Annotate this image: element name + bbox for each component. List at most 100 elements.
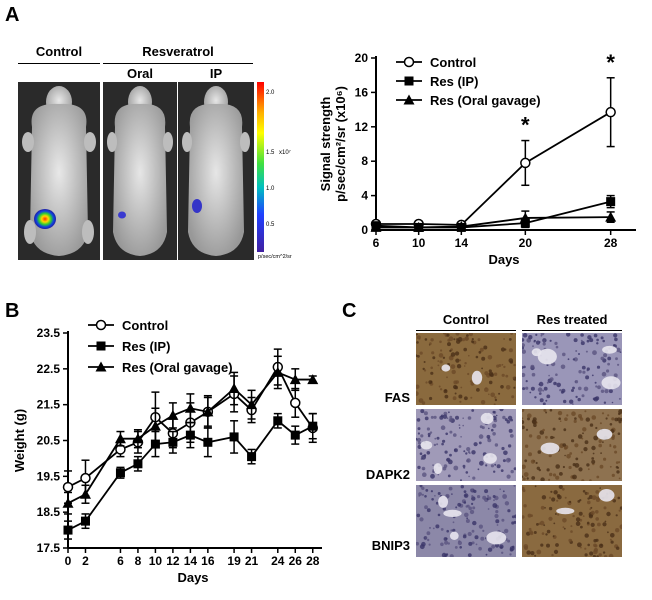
cell-nucleus bbox=[618, 397, 621, 400]
cell-nucleus bbox=[420, 409, 425, 414]
cell-nucleus bbox=[429, 342, 432, 345]
cell-nucleus bbox=[613, 445, 617, 449]
cell-nucleus bbox=[593, 333, 598, 338]
cell-nucleus bbox=[618, 477, 621, 480]
cell-nucleus bbox=[595, 498, 600, 502]
cell-nucleus bbox=[600, 389, 605, 393]
cell-nucleus bbox=[417, 465, 421, 470]
cell-nucleus bbox=[418, 492, 422, 496]
tissue-space bbox=[601, 376, 621, 390]
cell-nucleus bbox=[510, 333, 513, 335]
cell-nucleus bbox=[614, 417, 619, 422]
data-point bbox=[168, 437, 178, 447]
cell-nucleus bbox=[617, 363, 620, 366]
x-tick-label: 24 bbox=[271, 554, 285, 568]
cell-nucleus bbox=[551, 497, 556, 502]
cell-nucleus bbox=[578, 386, 582, 391]
cell-nucleus bbox=[460, 386, 463, 389]
cell-nucleus bbox=[593, 539, 597, 543]
ihc-row-label: DAPK2 bbox=[365, 467, 410, 482]
cell-nucleus bbox=[595, 426, 598, 430]
cell-nucleus bbox=[582, 432, 584, 435]
cell-nucleus bbox=[499, 488, 501, 490]
cell-nucleus bbox=[450, 352, 456, 357]
cell-nucleus bbox=[417, 427, 421, 431]
cell-nucleus bbox=[564, 496, 567, 499]
cell-nucleus bbox=[464, 396, 468, 401]
cell-nucleus bbox=[578, 370, 582, 374]
cell-nucleus bbox=[503, 450, 508, 456]
cell-nucleus bbox=[533, 531, 537, 534]
cell-nucleus bbox=[508, 419, 511, 422]
cell-nucleus bbox=[529, 391, 532, 394]
cell-nucleus bbox=[422, 468, 425, 471]
data-point bbox=[519, 212, 531, 223]
cell-nucleus bbox=[462, 424, 464, 427]
cell-nucleus bbox=[581, 394, 585, 398]
cell-nucleus bbox=[525, 428, 529, 431]
cell-nucleus bbox=[475, 355, 479, 359]
cell-nucleus bbox=[616, 546, 620, 550]
cell-nucleus bbox=[584, 547, 587, 550]
cell-nucleus bbox=[416, 437, 418, 441]
data-point bbox=[290, 397, 301, 409]
weight-chart: 17.518.519.520.521.522.523.50 2 6 8 10 12 14 16… bbox=[12, 318, 322, 585]
data-point bbox=[95, 361, 107, 372]
cell-nucleus bbox=[447, 474, 451, 478]
cell-nucleus bbox=[602, 522, 607, 527]
cell-nucleus bbox=[472, 506, 476, 510]
data-point bbox=[606, 197, 616, 207]
cell-nucleus bbox=[581, 479, 585, 481]
y-axis-title: Weight (g) bbox=[12, 409, 27, 472]
cell-nucleus bbox=[582, 490, 586, 493]
cell-nucleus bbox=[456, 364, 462, 369]
cell-nucleus bbox=[573, 338, 578, 343]
cell-nucleus bbox=[491, 428, 494, 432]
cell-nucleus bbox=[538, 468, 541, 472]
cell-nucleus bbox=[527, 513, 532, 518]
cell-nucleus bbox=[463, 450, 466, 453]
cell-nucleus bbox=[446, 457, 451, 462]
cell-nucleus bbox=[522, 417, 524, 420]
cell-nucleus bbox=[580, 525, 583, 529]
legend-label: Res (IP) bbox=[430, 74, 478, 89]
cell-nucleus bbox=[571, 411, 576, 416]
cell-nucleus bbox=[463, 501, 467, 504]
cell-nucleus bbox=[591, 528, 596, 533]
data-point bbox=[80, 472, 91, 484]
tissue-space bbox=[596, 428, 613, 440]
cell-nucleus bbox=[438, 385, 441, 388]
cell-nucleus bbox=[490, 464, 494, 468]
cell-nucleus bbox=[507, 539, 511, 543]
cell-nucleus bbox=[604, 389, 609, 394]
cell-nucleus bbox=[525, 380, 528, 383]
cell-nucleus bbox=[554, 341, 558, 345]
cell-nucleus bbox=[522, 372, 526, 378]
cell-nucleus bbox=[602, 441, 604, 443]
cell-nucleus bbox=[487, 355, 493, 360]
cell-nucleus bbox=[430, 473, 435, 479]
cell-nucleus bbox=[492, 495, 496, 498]
cell-nucleus bbox=[477, 338, 481, 342]
cell-nucleus bbox=[596, 365, 601, 369]
cell-nucleus bbox=[575, 350, 578, 352]
cell-nucleus bbox=[545, 533, 548, 536]
cell-nucleus bbox=[605, 417, 608, 420]
cell-nucleus bbox=[514, 514, 516, 519]
cell-nucleus bbox=[444, 540, 449, 545]
cell-nucleus bbox=[571, 389, 574, 392]
cell-nucleus bbox=[504, 348, 507, 351]
cell-nucleus bbox=[421, 401, 426, 405]
cell-nucleus bbox=[562, 518, 567, 523]
cell-nucleus bbox=[599, 487, 601, 489]
cell-nucleus bbox=[545, 435, 548, 439]
cell-nucleus bbox=[537, 387, 543, 392]
cell-nucleus bbox=[542, 402, 546, 405]
cell-nucleus bbox=[599, 464, 604, 469]
cell-nucleus bbox=[596, 342, 599, 345]
cell-nucleus bbox=[447, 338, 451, 342]
cell-nucleus bbox=[420, 434, 424, 438]
cell-nucleus bbox=[578, 467, 583, 472]
cell-nucleus bbox=[586, 463, 590, 467]
cell-nucleus bbox=[432, 464, 434, 466]
